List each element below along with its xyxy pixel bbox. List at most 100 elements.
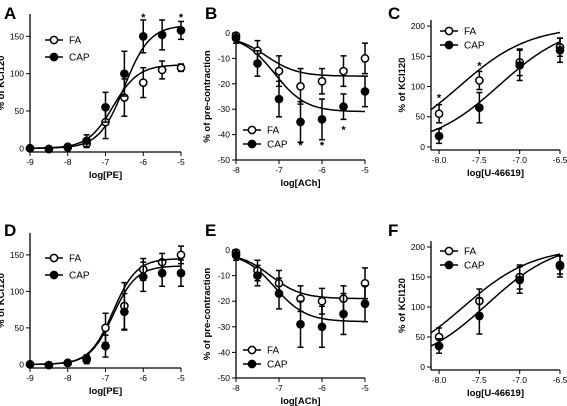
x-tick-label: -7.0 [512,155,527,165]
panel-letter: C [388,4,400,23]
significance-star: * [320,140,325,152]
x-tick-label: -6.5 [553,375,567,385]
legend-label: CAP [464,41,485,52]
data-point-cap [101,102,110,112]
y-axis-label: % of KCl120 [0,273,7,328]
legend-marker [247,345,257,355]
y-tick-label: 0 [225,28,230,38]
y-axis-label: % of KCl120 [0,56,7,111]
panel-letter: F [388,221,398,240]
legend-marker [444,40,454,50]
y-axis-label: % of pre-contraction [202,50,213,143]
y-tick-label: 150 [411,51,425,61]
legend-marker [49,253,59,263]
legend-label: FA [464,27,477,38]
data-point-fa [274,66,284,76]
x-tick-label: -5 [177,373,185,383]
fit-curve-cap [430,41,561,133]
x-tick-label: -7 [275,383,283,393]
y-tick-label: -50 [218,155,231,165]
data-point-cap [515,275,525,285]
x-tick-label: -6.5 [553,155,567,165]
fit-curve-cap [430,254,561,347]
data-point-cap [101,341,110,351]
significance-star: * [141,12,146,24]
legend-label: FA [267,346,280,357]
data-point-cap [231,33,241,43]
panel-c: C -8.0 -7.5 -7.0 -6.5 0 50 100 150 200 log[U-46619… [388,4,567,179]
data-point-cap [339,102,348,112]
x-tick-label: -8.0 [432,375,447,385]
y-tick-label: -10 [218,53,231,63]
y-axis-label: % of KCl120 [397,58,408,113]
data-point-cap [120,307,129,317]
data-point-fa [138,78,148,87]
y-tick-label: 150 [10,250,24,260]
y-tick-label: -50 [218,373,231,383]
legend-marker [49,52,59,62]
y-tick-label: 0 [19,143,24,153]
significance-star: * [179,12,184,24]
data-point-fa [434,109,444,119]
data-point-cap [555,261,565,271]
data-point-cap [253,59,262,68]
y-tick-label: -30 [218,322,231,332]
data-point-cap [434,341,444,351]
data-point-fa [176,250,186,260]
data-point-cap [157,30,167,40]
y-tick-label: 50 [416,112,426,122]
fit-curve-fa [430,253,561,334]
data-point-cap [475,103,484,113]
data-point-cap [515,60,525,70]
x-tick-label: -6 [139,373,147,383]
x-tick-label: -6 [139,157,147,167]
data-point-cap [317,115,327,124]
data-point-cap [253,271,262,280]
data-point-cap [25,360,35,369]
legend-marker [247,359,257,369]
x-tick-label: -7 [275,165,283,175]
data-point-cap [82,136,91,146]
x-tick-label: -8 [64,373,72,383]
data-point-cap [296,319,305,329]
panel-d: D -9 -8 -7 -6 -5 0 50 100 150 log[PE] % of KCl120 FA… [0,221,186,397]
legend-marker [49,35,59,45]
data-point-cap [296,117,305,127]
data-point-cap [82,355,91,365]
x-tick-label: -7.5 [472,155,487,165]
data-point-cap [274,289,284,298]
panel-letter: E [205,221,216,240]
significance-star: * [437,92,442,104]
y-tick-label: -40 [218,347,231,357]
panel-f: F -8.0 -7.5 -7.0 -6.5 0 50 100 150 200 log[U-46619… [388,221,567,399]
x-axis-label: log[PE] [89,386,122,397]
y-tick-label: 0 [225,245,230,255]
data-point-cap [63,358,73,368]
y-tick-label: -30 [218,104,231,114]
panel-letter: D [4,221,16,240]
legend-marker [444,246,454,256]
x-axis-label: log[ACh] [280,178,320,189]
data-point-cap [25,143,35,153]
data-point-cap [360,299,370,309]
data-point-cap [339,309,348,319]
x-tick-label: -8 [232,383,240,393]
data-point-fa [475,76,484,85]
x-tick-label: -7.0 [512,375,527,385]
y-tick-label: 0 [19,359,24,369]
data-point-cap [44,144,54,154]
legend-marker [444,260,454,270]
x-tick-label: -5 [361,383,369,393]
x-tick-label: -8.0 [432,155,447,165]
y-tick-label: 150 [10,31,24,41]
legend-label: FA [267,126,280,137]
legend-label: FA [69,254,82,265]
y-axis-label: % of KCl120 [397,278,408,333]
y-tick-label: 50 [15,106,25,116]
data-point-fa [157,65,167,75]
x-tick-label: -6 [318,383,326,393]
data-point-fa [317,76,327,86]
data-point-fa [339,66,348,76]
x-tick-label: -9 [26,157,34,167]
